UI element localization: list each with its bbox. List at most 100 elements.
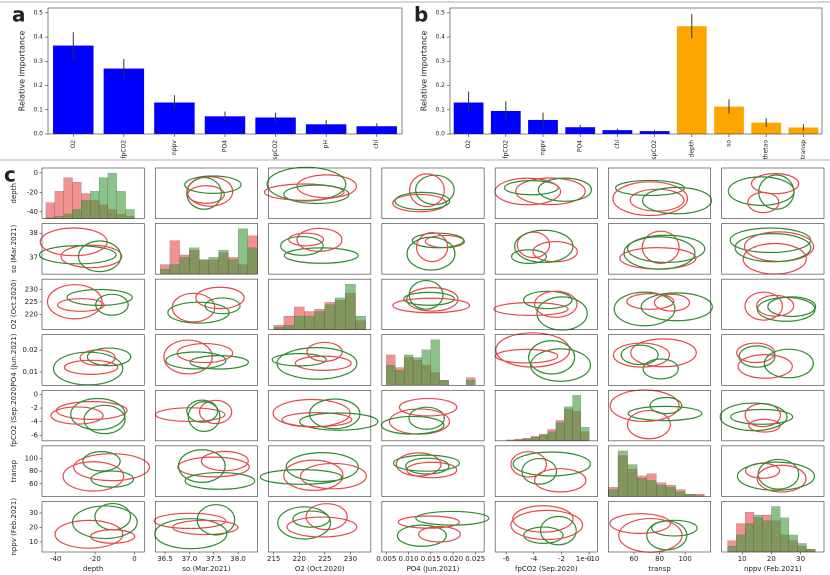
axes-frame bbox=[608, 278, 712, 331]
contour bbox=[630, 338, 697, 368]
contour bbox=[272, 398, 351, 428]
y-tick-label: 38 bbox=[29, 229, 38, 237]
hist-bar bbox=[439, 380, 449, 386]
contour bbox=[50, 406, 104, 425]
contour bbox=[288, 232, 325, 247]
contour bbox=[417, 525, 461, 543]
contour bbox=[738, 345, 776, 368]
contour bbox=[299, 462, 367, 490]
x-axis-label: O2 (Oct.2020) bbox=[295, 565, 345, 573]
axes-frame bbox=[41, 278, 145, 331]
contour bbox=[533, 290, 578, 318]
y-tick-label: 37 bbox=[29, 253, 38, 261]
x-tick-label: transp bbox=[800, 140, 807, 159]
axes-frame bbox=[721, 223, 825, 275]
x-tick-label: O2 bbox=[70, 140, 77, 149]
bar bbox=[490, 110, 521, 134]
contour bbox=[627, 405, 703, 422]
contour bbox=[38, 245, 117, 265]
x-tick-label: nppv bbox=[540, 140, 547, 155]
axes-frame bbox=[721, 167, 825, 219]
hist-bar bbox=[81, 200, 91, 219]
contour bbox=[405, 457, 450, 475]
bar bbox=[602, 130, 633, 134]
x-tick-label: 0.005 bbox=[376, 555, 396, 563]
contour bbox=[641, 186, 713, 215]
contour bbox=[512, 505, 574, 533]
hist-bar bbox=[294, 315, 305, 330]
x-tick-label: 37.0 bbox=[182, 555, 198, 563]
x-tick-label: pH bbox=[323, 140, 330, 148]
axes-frame bbox=[154, 278, 258, 331]
contour bbox=[763, 348, 814, 379]
contour bbox=[52, 351, 124, 386]
x-tick-label: fpCO2 bbox=[120, 140, 127, 159]
y-tick-label: 0.5 bbox=[435, 9, 445, 16]
hist-bar bbox=[617, 450, 628, 497]
contour bbox=[70, 397, 126, 431]
hist-bar bbox=[218, 250, 229, 275]
contour bbox=[172, 519, 239, 536]
hist-bar bbox=[608, 489, 619, 497]
y-axis-label: transp bbox=[10, 459, 18, 482]
hist-bar bbox=[324, 304, 336, 330]
contour bbox=[494, 348, 559, 364]
contour bbox=[296, 174, 358, 199]
axes-frame bbox=[41, 389, 145, 442]
x-tick-label: 230 bbox=[344, 555, 357, 563]
contour bbox=[299, 412, 379, 431]
contour bbox=[619, 247, 697, 270]
hist-bar bbox=[665, 487, 676, 497]
contour bbox=[283, 459, 344, 491]
hist-bar bbox=[179, 257, 190, 275]
x-tick-label: 220 bbox=[293, 555, 306, 563]
x-tick-label: -6 bbox=[503, 555, 511, 563]
contour bbox=[403, 291, 456, 306]
contour bbox=[612, 342, 671, 368]
axes-frame bbox=[381, 334, 485, 386]
panel-label: c bbox=[4, 163, 16, 187]
x-tick-label: O2 bbox=[465, 140, 472, 149]
x-tick-label: PO4 bbox=[222, 140, 229, 152]
contour bbox=[609, 513, 671, 535]
hist-bar bbox=[98, 177, 108, 219]
contour bbox=[73, 453, 151, 482]
hist-bar bbox=[228, 259, 239, 275]
y-tick-label: 80 bbox=[29, 467, 38, 475]
axes-frame bbox=[608, 167, 712, 219]
axes-frame bbox=[268, 334, 372, 386]
x-tick-label: 38.0 bbox=[230, 555, 246, 563]
y-tick-label: 0.4 bbox=[33, 34, 43, 41]
axes-frame bbox=[268, 501, 372, 553]
hist-bar bbox=[530, 437, 540, 441]
hist-bar bbox=[355, 315, 366, 330]
x-tick-label: 36.5 bbox=[157, 555, 173, 563]
bar bbox=[676, 26, 707, 134]
contour bbox=[612, 181, 689, 217]
contour bbox=[516, 231, 551, 259]
x-tick-label: 0.010 bbox=[399, 555, 419, 563]
contour bbox=[737, 353, 793, 379]
y-tick-label: 230 bbox=[25, 285, 38, 293]
axes-frame bbox=[268, 278, 372, 331]
x-tick-label: fpCO2 bbox=[502, 140, 509, 159]
y-axis-label: depth bbox=[10, 183, 18, 203]
contour bbox=[77, 240, 122, 273]
hist-bar bbox=[125, 209, 135, 219]
contour bbox=[521, 457, 558, 485]
contour bbox=[63, 359, 119, 375]
hist-bar bbox=[237, 228, 248, 275]
hist-bar bbox=[675, 491, 686, 497]
hist-bar bbox=[273, 327, 285, 330]
y-tick-label: 10 bbox=[29, 538, 38, 546]
contour bbox=[163, 339, 213, 375]
contour bbox=[285, 451, 359, 483]
hist-bar bbox=[45, 202, 55, 219]
y-axis-label: O2 (Oct.2020) bbox=[10, 279, 18, 329]
x-tick-label: chl bbox=[373, 140, 380, 149]
contour bbox=[503, 180, 559, 196]
axes-frame bbox=[154, 223, 258, 275]
contour bbox=[292, 510, 331, 528]
axes-frame bbox=[41, 445, 145, 497]
axes-frame bbox=[154, 389, 258, 442]
